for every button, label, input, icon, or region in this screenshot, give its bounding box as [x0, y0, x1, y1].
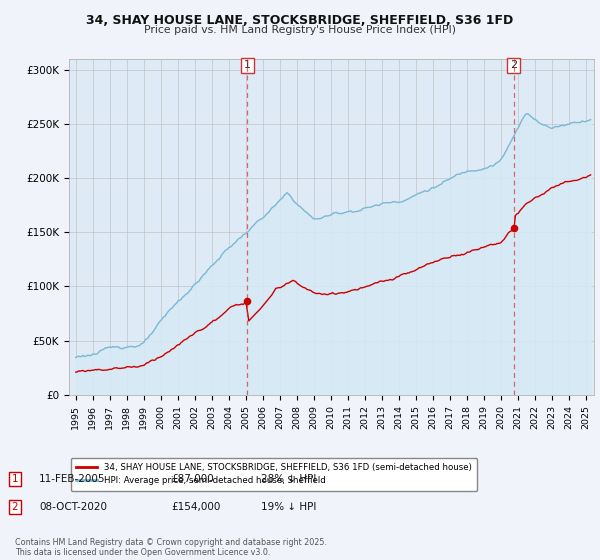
- Text: 2: 2: [11, 502, 19, 512]
- Text: 34, SHAY HOUSE LANE, STOCKSBRIDGE, SHEFFIELD, S36 1FD: 34, SHAY HOUSE LANE, STOCKSBRIDGE, SHEFF…: [86, 14, 514, 27]
- Text: £154,000: £154,000: [171, 502, 220, 512]
- Text: Price paid vs. HM Land Registry's House Price Index (HPI): Price paid vs. HM Land Registry's House …: [144, 25, 456, 35]
- Text: 11-FEB-2005: 11-FEB-2005: [39, 474, 106, 484]
- Text: £87,000: £87,000: [171, 474, 214, 484]
- Text: 1: 1: [244, 60, 251, 71]
- Text: Contains HM Land Registry data © Crown copyright and database right 2025.
This d: Contains HM Land Registry data © Crown c…: [15, 538, 327, 557]
- Legend: 34, SHAY HOUSE LANE, STOCKSBRIDGE, SHEFFIELD, S36 1FD (semi-detached house), HPI: 34, SHAY HOUSE LANE, STOCKSBRIDGE, SHEFF…: [71, 458, 478, 491]
- Text: 28% ↓ HPI: 28% ↓ HPI: [261, 474, 316, 484]
- Text: 19% ↓ HPI: 19% ↓ HPI: [261, 502, 316, 512]
- Text: 2: 2: [510, 60, 517, 71]
- Text: 1: 1: [11, 474, 19, 484]
- Text: 08-OCT-2020: 08-OCT-2020: [39, 502, 107, 512]
